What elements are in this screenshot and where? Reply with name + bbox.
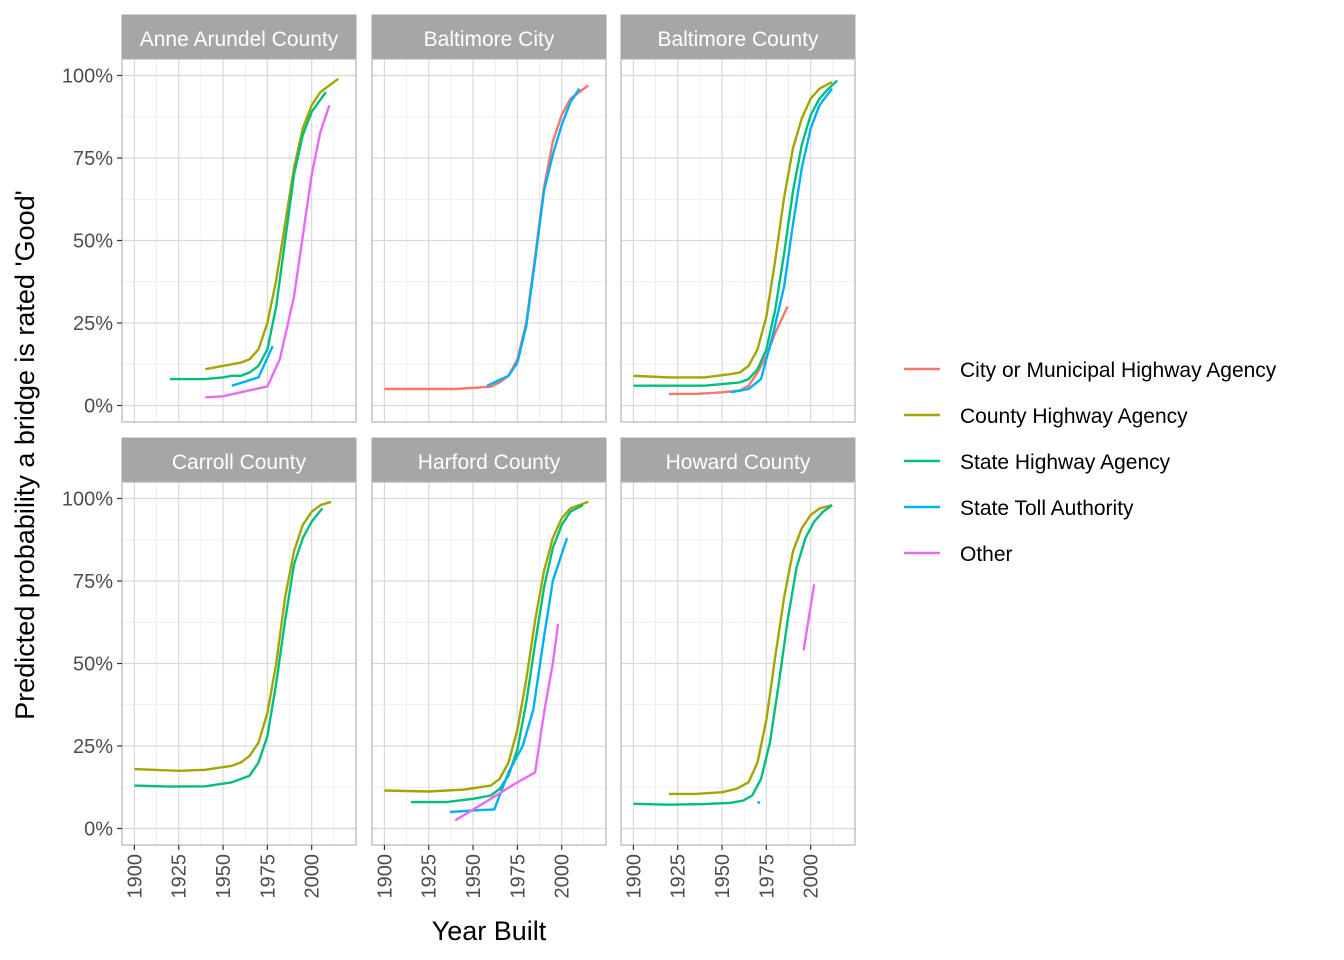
x-tick-label: 1950: [712, 854, 734, 899]
x-tick-label: 2000: [302, 854, 324, 899]
legend-label: County Highway Agency: [960, 405, 1188, 428]
facet-title: Anne Arundel County: [140, 28, 339, 51]
y-tick-label: 0%: [84, 819, 113, 841]
facet-strip: [620, 437, 856, 483]
facet-title: Carroll County: [172, 451, 307, 474]
series-line: [633, 504, 833, 806]
legend-label: State Highway Agency: [960, 451, 1171, 474]
facet-panel: Howard County 1900 1925 1950 1975 2000: [620, 437, 856, 899]
facet-strip: [620, 14, 856, 60]
y-tick-label: 50%: [73, 231, 113, 253]
x-tick-label: 1950: [213, 854, 235, 899]
series-line: [231, 345, 274, 387]
facet-panel: Baltimore County: [620, 14, 856, 423]
facet-panel: Harford County 1900 1925 1950 1975 2000: [371, 437, 607, 899]
legend-label: City or Municipal Highway Agency: [960, 359, 1277, 382]
x-axis-label: Year Built: [432, 916, 547, 946]
series-line: [668, 503, 833, 796]
y-tick-label: 100%: [62, 66, 113, 88]
series-line: [633, 79, 839, 387]
series-line: [757, 800, 761, 804]
x-tick-label: 1950: [463, 854, 485, 899]
series-line: [730, 87, 833, 394]
series-line: [802, 584, 816, 651]
y-tick-label: 100%: [62, 489, 113, 511]
facet-title: Baltimore County: [657, 28, 819, 51]
facet-title: Baltimore City: [424, 28, 555, 51]
series-line: [134, 500, 332, 772]
x-tick-label: 2000: [552, 854, 574, 899]
x-tick-label: 1925: [169, 854, 191, 899]
x-tick-label: 1925: [419, 854, 441, 899]
facet-panel: Carroll County 0% 25% 50% 75% 100% 1900 1925 195…: [62, 437, 357, 899]
x-tick-label: 2000: [801, 854, 823, 899]
y-tick-label: 0%: [84, 396, 113, 418]
facet-panel: Baltimore City: [371, 14, 607, 423]
facet-strip: [121, 14, 357, 60]
x-tick-label: 1900: [623, 854, 645, 899]
series-line: [205, 77, 340, 371]
y-axis-label: Predicted probability a bridge is rated …: [10, 190, 40, 720]
x-tick-label: 1925: [668, 854, 690, 899]
panel-border: [371, 58, 607, 423]
y-tick-label: 75%: [73, 148, 113, 170]
legend: City or Municipal Highway Agency County H…: [904, 359, 1277, 566]
facet-title: Harford County: [418, 451, 561, 474]
y-tick-label: 25%: [73, 313, 113, 335]
series-line: [205, 104, 331, 399]
facet-title: Howard County: [666, 451, 811, 474]
legend-label: Other: [960, 543, 1013, 566]
series-line: [384, 500, 589, 793]
panel-border: [371, 481, 607, 846]
panel-border: [620, 481, 856, 846]
panel-border: [620, 58, 856, 423]
x-tick-label: 1975: [756, 854, 778, 899]
y-tick-label: 75%: [73, 571, 113, 593]
panels: Anne Arundel County 0% 25% 50% 75% 100% Baltim…: [62, 14, 856, 899]
series-line: [449, 537, 569, 814]
series-line: [633, 81, 833, 379]
x-tick-label: 1900: [374, 854, 396, 899]
facet-strip: [371, 437, 607, 483]
facet-strip: [121, 437, 357, 483]
series-line: [134, 507, 324, 788]
legend-label: State Toll Authority: [960, 497, 1134, 520]
x-tick-label: 1900: [124, 854, 146, 899]
y-tick-label: 50%: [73, 654, 113, 676]
x-tick-label: 1975: [507, 854, 529, 899]
series-line: [411, 504, 584, 804]
y-tick-label: 25%: [73, 736, 113, 758]
facet-panel: Anne Arundel County 0% 25% 50% 75% 100%: [62, 14, 357, 423]
series-line: [169, 91, 327, 381]
x-tick-label: 1975: [257, 854, 279, 899]
series-line: [486, 88, 581, 387]
series-line: [454, 623, 560, 822]
